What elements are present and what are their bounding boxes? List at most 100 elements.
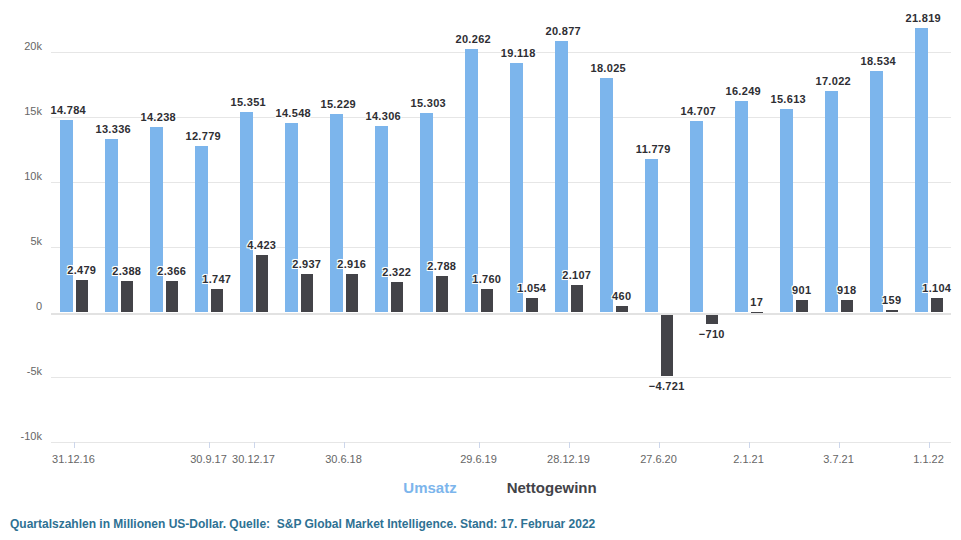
x-axis-label: 30.6.18 [325,453,362,465]
data-label-nettogewinn: 2.479 [67,265,96,276]
data-label-umsatz: 20.262 [456,34,491,45]
y-axis-label: 5k [0,235,42,247]
bar-nettogewinn[interactable] [526,298,539,312]
x-tick [74,442,75,448]
bar-umsatz[interactable] [645,159,658,312]
x-axis-label: 29.6.19 [460,453,497,465]
data-label-umsatz: 16.249 [726,86,761,97]
data-label-umsatz: 21.819 [906,13,941,24]
bar-umsatz[interactable] [870,71,883,312]
x-axis-label: 3.7.21 [823,453,854,465]
bar-nettogewinn[interactable] [76,280,89,312]
data-label-umsatz: 18.025 [591,63,626,74]
gridline [51,117,951,118]
y-axis-label: 20k [0,40,42,52]
bar-nettogewinn[interactable] [301,274,314,312]
bar-umsatz[interactable] [195,146,208,312]
data-label-nettogewinn: 901 [792,285,811,296]
bar-umsatz[interactable] [510,63,523,312]
legend-item-umsatz[interactable]: Umsatz [403,479,456,496]
bar-nettogewinn[interactable] [436,276,449,312]
data-label-umsatz: 14.306 [366,111,401,122]
data-label-nettogewinn: 2.388 [112,266,141,277]
legend: Umsatz Nettogewinn [403,479,596,496]
data-label-nettogewinn: −4.721 [649,381,685,392]
x-tick [209,442,210,448]
bar-umsatz[interactable] [420,113,433,312]
gridline [51,377,951,378]
data-label-nettogewinn: 2.366 [157,266,186,277]
bar-nettogewinn[interactable] [796,300,809,312]
x-axis-label: 2.1.21 [733,453,764,465]
bar-nettogewinn[interactable] [616,306,629,312]
bar-umsatz[interactable] [825,91,838,312]
bar-nettogewinn[interactable] [571,285,584,312]
bar-nettogewinn[interactable] [346,274,359,312]
bar-umsatz[interactable] [330,114,343,312]
bar-nettogewinn[interactable] [886,310,899,312]
data-label-umsatz: 15.613 [771,94,806,105]
data-label-umsatz: 14.238 [141,112,176,123]
data-label-nettogewinn: 2.937 [292,259,321,270]
y-axis-label: -5k [0,365,42,377]
x-tick [479,442,480,448]
bar-umsatz[interactable] [150,127,163,312]
gridline [51,442,951,443]
data-label-umsatz: 14.548 [276,108,311,119]
data-label-umsatz: 11.779 [636,144,671,155]
data-label-nettogewinn: 2.107 [562,270,591,281]
data-label-nettogewinn: −710 [699,329,725,340]
bar-nettogewinn[interactable] [706,315,719,324]
bar-umsatz[interactable] [600,78,613,312]
bar-nettogewinn[interactable] [841,300,854,312]
data-label-nettogewinn: 159 [882,295,901,306]
bar-nettogewinn[interactable] [931,298,944,312]
data-label-nettogewinn: 17 [750,297,763,308]
x-tick [929,442,930,448]
bar-umsatz[interactable] [780,109,793,312]
bar-umsatz[interactable] [60,120,73,312]
bar-nettogewinn[interactable] [661,315,674,376]
data-label-umsatz: 14.707 [681,106,716,117]
data-label-nettogewinn: 460 [612,291,631,302]
data-label-nettogewinn: 2.916 [337,259,366,270]
bar-nettogewinn[interactable] [481,289,494,312]
data-label-nettogewinn: 1.054 [517,283,546,294]
data-label-umsatz: 15.303 [411,98,446,109]
data-label-umsatz: 14.784 [51,105,86,116]
x-tick [839,442,840,448]
x-axis-label: 30.9.17 [190,453,227,465]
gridline [51,182,951,183]
bar-umsatz[interactable] [735,101,748,312]
bar-nettogewinn[interactable] [166,281,179,312]
quarterly-results-chart: 20k15k10k5k0-5k-10k14.78413.33614.23812.… [0,0,961,540]
x-axis-label: 27.6.20 [640,453,677,465]
data-label-nettogewinn: 1.747 [202,274,231,285]
data-label-umsatz: 13.336 [96,124,131,135]
data-label-nettogewinn: 4.423 [247,240,276,251]
y-axis-label: 10k [0,170,42,182]
data-label-umsatz: 19.118 [501,48,536,59]
data-label-nettogewinn: 1.104 [922,283,951,294]
bar-umsatz[interactable] [240,112,253,312]
bar-nettogewinn[interactable] [256,255,269,312]
x-axis-label: 30.12.17 [232,453,275,465]
x-tick [569,442,570,448]
data-label-umsatz: 15.351 [231,97,266,108]
legend-item-nettogewinn[interactable]: Nettogewinn [507,479,597,496]
data-label-umsatz: 12.779 [186,131,221,142]
y-axis-label: 15k [0,105,42,117]
bar-nettogewinn[interactable] [121,281,134,312]
bar-umsatz[interactable] [915,28,928,312]
bar-umsatz[interactable] [690,121,703,312]
data-label-nettogewinn: 1.760 [472,274,501,285]
bar-umsatz[interactable] [105,139,118,312]
bar-umsatz[interactable] [375,126,388,312]
bar-nettogewinn[interactable] [211,289,224,312]
bar-nettogewinn[interactable] [391,282,404,312]
x-axis-label: 28.12.19 [547,453,590,465]
x-tick [749,442,750,448]
data-label-nettogewinn: 918 [837,285,856,296]
bar-umsatz[interactable] [285,123,298,312]
gridline [51,313,951,315]
